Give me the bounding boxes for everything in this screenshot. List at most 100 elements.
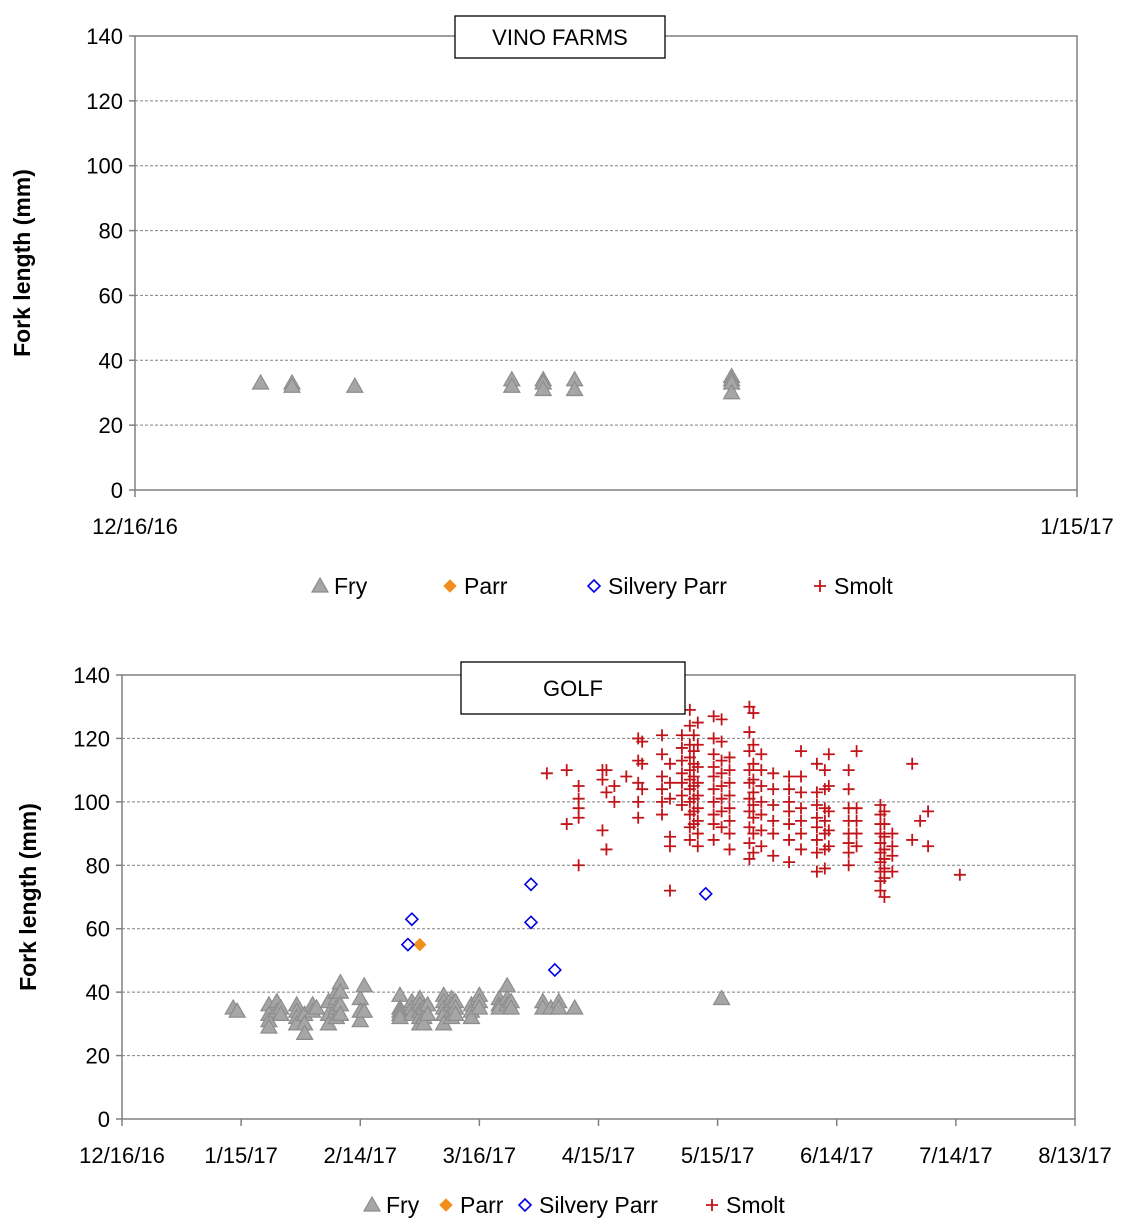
data-point — [810, 833, 823, 846]
data-point — [723, 802, 736, 815]
legend-marker — [586, 578, 602, 594]
data-point — [747, 738, 760, 751]
y-tick-label: 60 — [86, 917, 110, 942]
data-point — [691, 789, 704, 802]
data-point — [818, 764, 831, 777]
data-point — [712, 989, 731, 1006]
data-point — [723, 751, 736, 764]
data-point — [795, 843, 808, 856]
golf-chart: 0 20 40 60 80 100 120 140 12/16/16 1/15/17 2/14/17… — [0, 640, 1130, 1226]
legend-label: Silvery Parr — [608, 573, 727, 599]
data-point — [914, 814, 927, 827]
data-point — [683, 833, 696, 846]
data-point — [886, 827, 899, 840]
data-point — [523, 877, 539, 892]
data-point — [572, 859, 585, 872]
series-smolt — [540, 700, 966, 903]
data-point — [767, 767, 780, 780]
data-point — [810, 786, 823, 799]
gridlines — [135, 100, 1077, 426]
data-point — [795, 802, 808, 815]
data-point — [783, 856, 796, 869]
legend-marker — [517, 1197, 533, 1213]
data-point — [683, 751, 696, 764]
data-point — [743, 700, 756, 713]
data-point — [822, 805, 835, 818]
data-point — [259, 1017, 278, 1034]
legend: Fry Parr Silvery Parr Smolt — [362, 1192, 785, 1218]
y-tick-label: 80 — [86, 853, 110, 878]
data-point — [850, 814, 863, 827]
x-tick-label: 12/16/16 — [79, 1143, 165, 1168]
data-point — [596, 824, 609, 837]
data-point — [698, 886, 713, 901]
data-point — [707, 818, 720, 831]
legend-label: Parr — [464, 573, 508, 599]
data-point — [783, 833, 796, 846]
data-point — [906, 757, 919, 770]
x-tick-label: 5/15/17 — [681, 1143, 754, 1168]
data-point — [747, 786, 760, 799]
legend-marker — [443, 579, 457, 593]
data-point — [691, 840, 704, 853]
legend-label: Smolt — [726, 1192, 785, 1218]
x-tick-label: 6/14/17 — [800, 1143, 873, 1168]
data-point — [540, 767, 553, 780]
y-axis: 0 20 40 60 80 100 120 140 — [86, 24, 135, 503]
data-point — [747, 827, 760, 840]
x-tick-label: 7/14/17 — [919, 1143, 992, 1168]
data-point — [413, 937, 427, 952]
data-point — [878, 818, 891, 831]
data-point — [707, 795, 720, 808]
data-point — [747, 811, 760, 824]
y-tick-label: 100 — [73, 790, 110, 815]
y-tick-label: 40 — [99, 348, 123, 373]
data-point — [842, 764, 855, 777]
data-point — [560, 818, 573, 831]
data-point — [743, 821, 756, 834]
series-parr — [413, 937, 427, 952]
data-point — [810, 846, 823, 859]
data-point — [783, 770, 796, 783]
data-point — [795, 770, 808, 783]
legend: Fry Parr Silvery Parr Smolt — [310, 573, 893, 599]
data-point — [675, 776, 688, 789]
data-point — [565, 380, 584, 397]
data-point — [755, 824, 768, 837]
data-point — [810, 799, 823, 812]
y-tick-label: 140 — [73, 663, 110, 688]
data-point — [663, 792, 676, 805]
data-point — [675, 741, 688, 754]
data-point — [886, 865, 899, 878]
legend-item-parr: Parr — [443, 573, 508, 599]
y-tick-label: 120 — [73, 726, 110, 751]
data-point — [683, 719, 696, 732]
data-point — [715, 792, 728, 805]
chart-title-box: VINO FARMS — [454, 15, 666, 59]
legend-label: Parr — [460, 1192, 504, 1218]
data-point — [850, 827, 863, 840]
legend-item-smolt: Smolt — [706, 1192, 785, 1218]
data-point — [404, 912, 420, 927]
data-point — [922, 805, 935, 818]
data-point — [355, 1001, 374, 1018]
data-point — [632, 811, 645, 824]
data-point — [715, 713, 728, 726]
legend-label: Silvery Parr — [539, 1192, 658, 1218]
data-point — [783, 818, 796, 831]
data-point — [755, 748, 768, 761]
data-point — [822, 780, 835, 792]
plot-area-border — [121, 674, 1076, 1120]
data-point — [683, 703, 696, 716]
y-axis-title: Fork length (mm) — [15, 803, 41, 991]
series-fry — [251, 367, 741, 400]
y-tick-label: 0 — [98, 1107, 110, 1132]
data-point — [636, 757, 649, 770]
data-point — [723, 789, 736, 802]
data-point — [743, 805, 756, 818]
legend-label: Fry — [334, 573, 368, 599]
data-point — [723, 843, 736, 856]
y-tick-label: 80 — [99, 219, 123, 244]
data-point — [414, 1014, 433, 1031]
data-point — [878, 830, 891, 843]
